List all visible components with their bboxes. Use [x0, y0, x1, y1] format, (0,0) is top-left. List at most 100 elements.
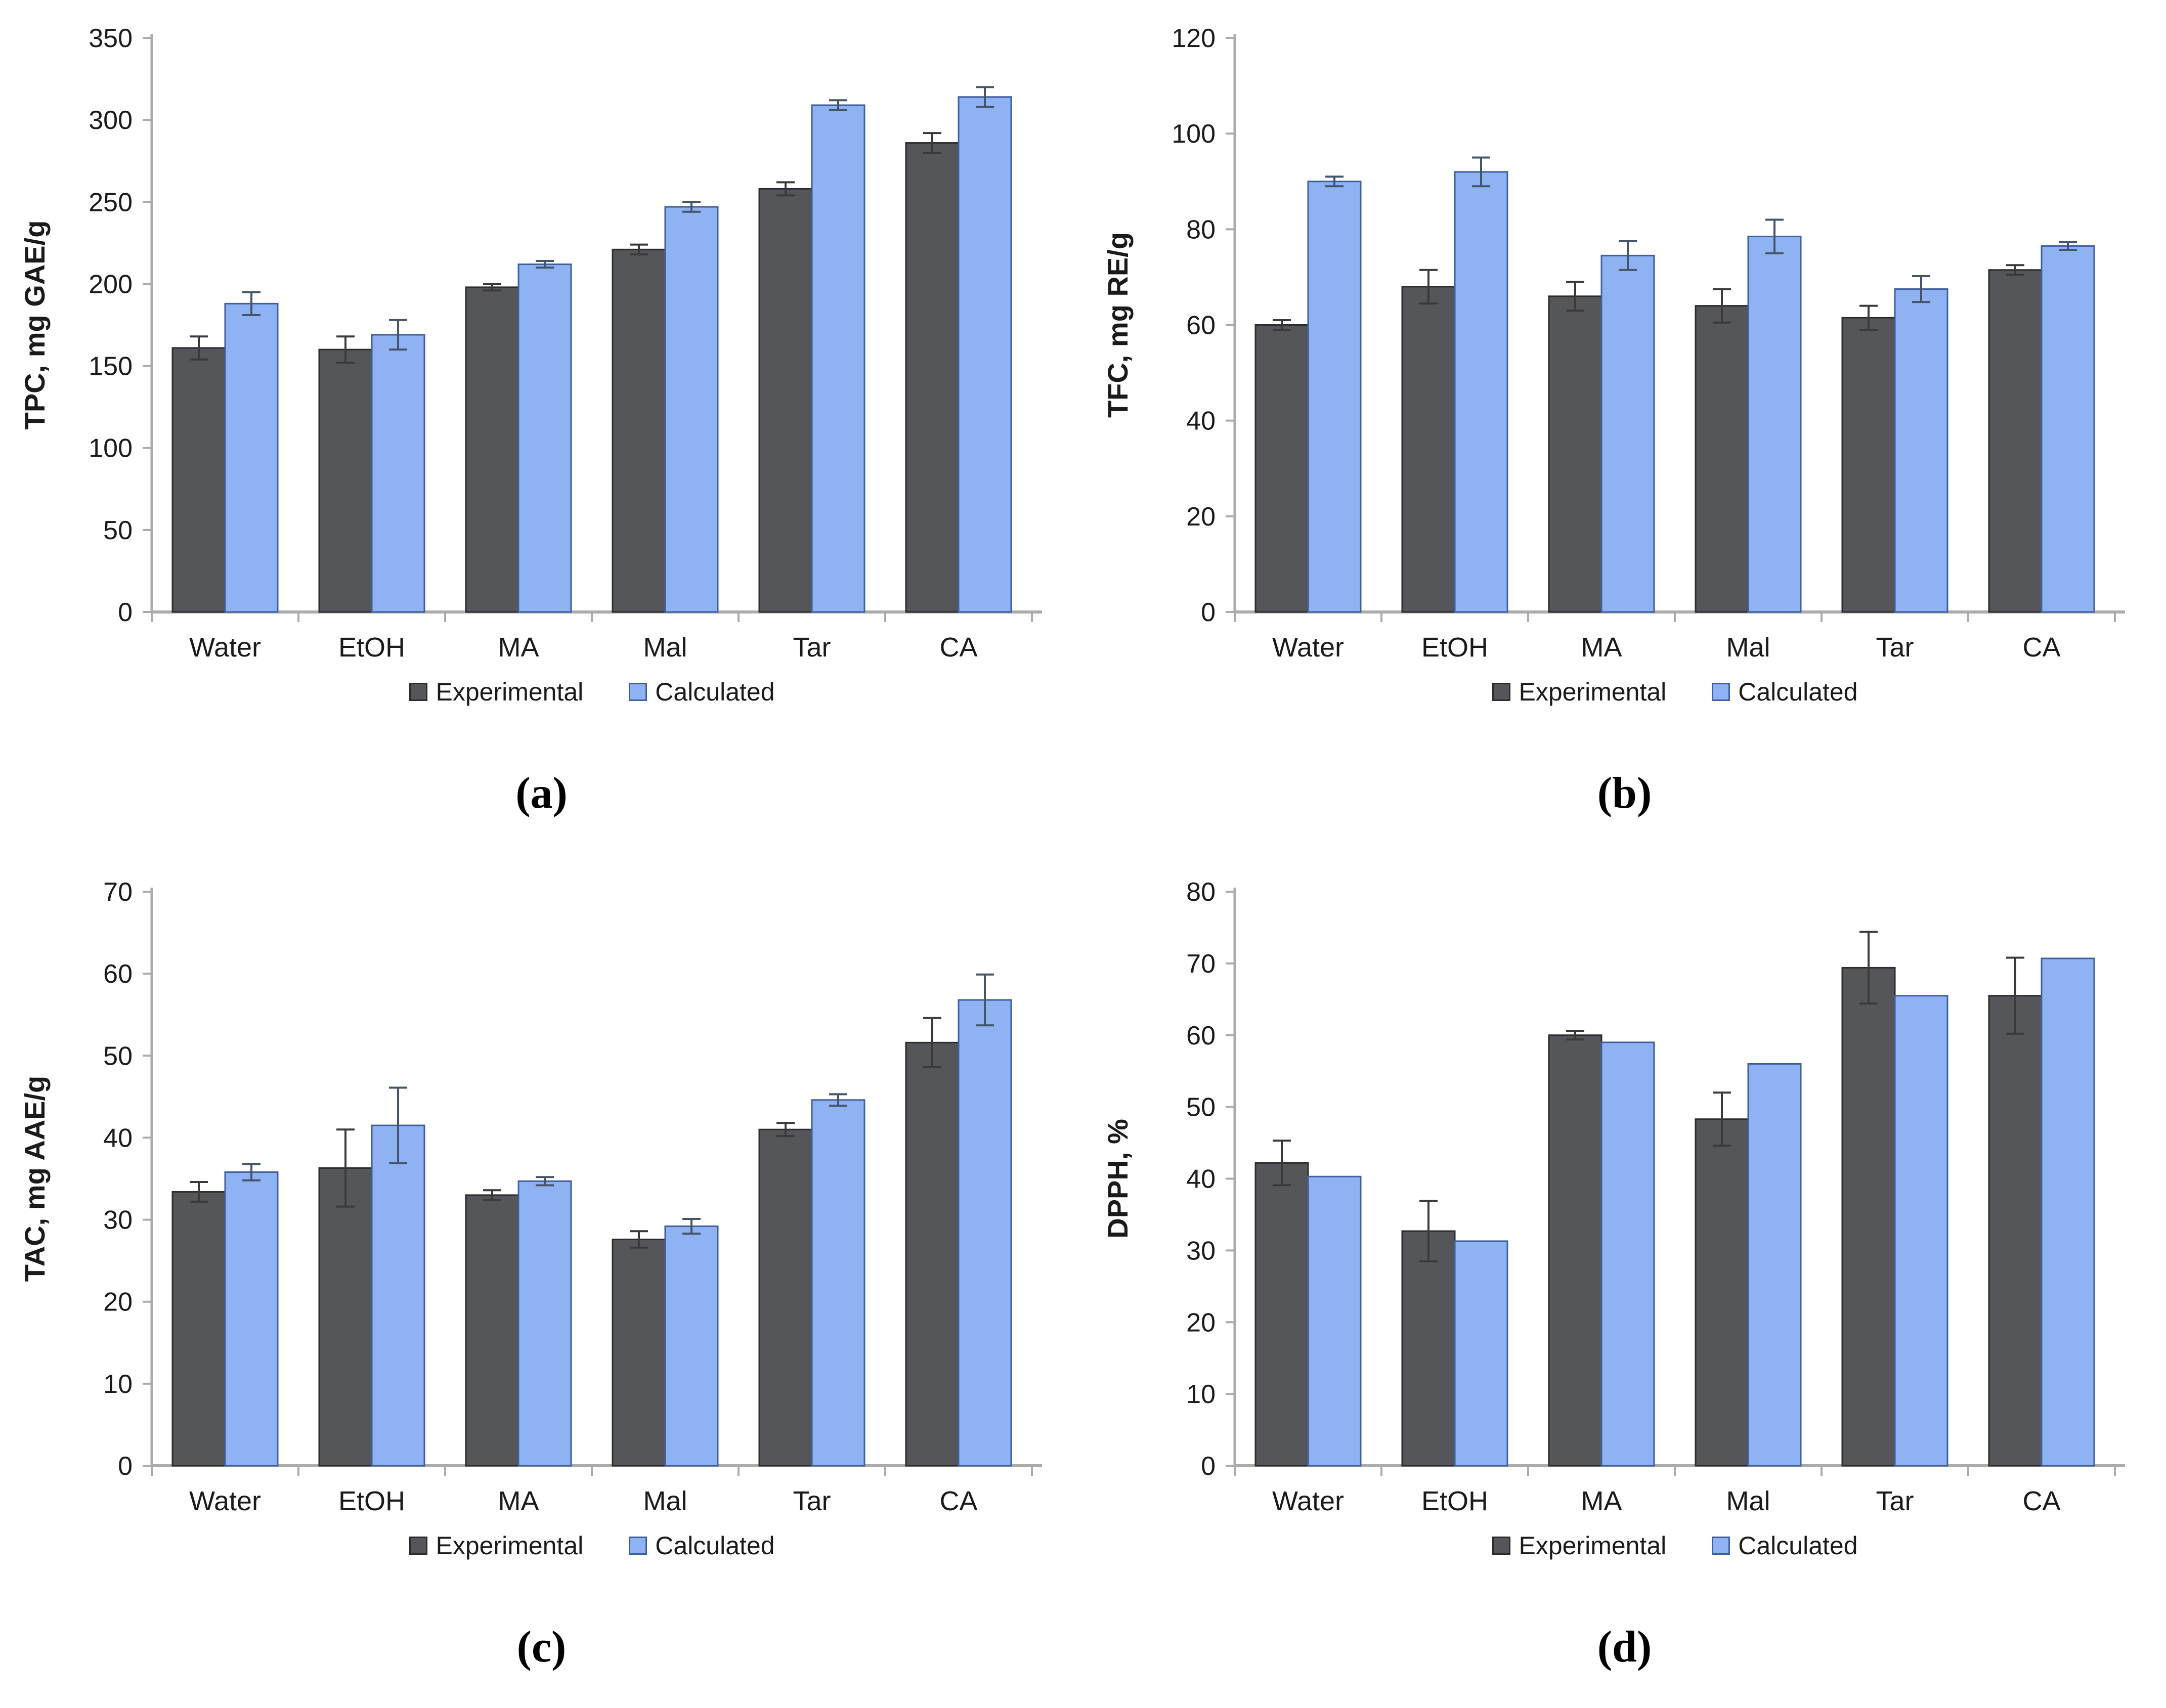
x-category-label: Water [189, 1486, 261, 1516]
experimental-swatch-icon [1492, 1537, 1511, 1555]
error-bar [190, 1180, 208, 1203]
error-bar [923, 132, 941, 154]
x-category-label: MA [498, 632, 539, 663]
y-axis-title: TAC, mg AAE/g [19, 1076, 51, 1282]
bar-calculated-CA [958, 999, 1012, 1467]
error-bar [2006, 264, 2024, 276]
legend-item-calculated: Calculated [1712, 677, 1858, 707]
bar-chart-tpc: 0 50 100 150 200 250 300 350 TPC, mg GAE/g Water E… [19, 24, 1042, 663]
bar-calculated-MA [1600, 1041, 1655, 1467]
legend-label-calculated: Calculated [1738, 678, 1858, 706]
bar-experimental-MA [465, 1194, 519, 1467]
bar-experimental-EtOH [1401, 1230, 1456, 1467]
error-bar [389, 319, 407, 351]
bar-calculated-Water [1307, 181, 1362, 613]
bar-calculated-CA [2041, 957, 2095, 1467]
x-category-label: MA [498, 1486, 539, 1516]
error-bar [1273, 1140, 1291, 1187]
y-tick-label: 150 [89, 352, 133, 381]
legend-label-calculated: Calculated [655, 1531, 775, 1560]
panel-letter-a: (a) [515, 769, 568, 818]
legend-item-experimental: Experimental [409, 677, 583, 707]
chart-panel-a: 0 50 100 150 200 250 300 350 TPC, mg GAE/g Water E… [0, 0, 1083, 854]
x-category-label: Water [189, 632, 261, 663]
bar-experimental-Mal [1695, 305, 1749, 613]
bar-calculated-Water [224, 1171, 279, 1467]
y-axis: 0 20 40 60 80 100 120 [1172, 24, 1236, 627]
error-bar [976, 973, 994, 1027]
x-axis [151, 610, 1042, 622]
bar-calculated-Mal [1747, 236, 1802, 613]
legend: Experimental Calculated [0, 1529, 1083, 1562]
legend-label-experimental: Experimental [436, 678, 584, 706]
y-axis: 0 10 20 30 40 50 60 70 80 [1186, 878, 1236, 1481]
x-category-label: MA [1581, 1486, 1622, 1516]
error-bar [1859, 304, 1878, 331]
error-bar [1566, 1030, 1584, 1041]
x-category-label: Tar [1876, 632, 1914, 663]
error-bar [242, 1163, 261, 1181]
error-bar [630, 243, 648, 256]
bar-experimental-Tar [1841, 317, 1896, 613]
legend-label-experimental: Experimental [436, 1531, 584, 1560]
error-bar [1419, 269, 1438, 304]
y-tick-label: 60 [103, 959, 133, 989]
x-category-label: Mal [643, 632, 687, 663]
panel-letter-b: (b) [1597, 769, 1652, 818]
y-tick-label: 70 [1186, 949, 1216, 979]
x-category-label: EtOH [1421, 1486, 1488, 1516]
bar-experimental-Mal [1695, 1118, 1749, 1467]
error-bar [536, 1176, 554, 1187]
error-bar [483, 283, 501, 292]
y-axis-title: TPC, mg GAE/g [19, 221, 51, 430]
calculated-swatch-icon [1712, 683, 1730, 701]
error-bar [336, 1128, 355, 1208]
error-bar [1713, 288, 1731, 324]
bar-experimental-Tar [1841, 967, 1896, 1467]
bar-chart-tfc: 0 20 40 60 80 100 120 TFC, mg RE/g Water EtOH MA Ma… [1102, 24, 2125, 663]
y-tick-label: 40 [1186, 407, 1216, 436]
y-axis: 0 50 100 150 200 250 300 350 [89, 24, 153, 627]
y-tick-label: 80 [1186, 878, 1216, 907]
legend-item-calculated: Calculated [629, 677, 775, 707]
legend-item-calculated: Calculated [1712, 1531, 1858, 1560]
bar-chart-tac: 0 10 20 30 40 50 60 70 TAC, mg AAE/g Water EtOH MA M… [19, 878, 1042, 1516]
bar-experimental-Tar [758, 1128, 813, 1467]
bar-experimental-EtOH [318, 348, 373, 613]
x-category-label: EtOH [1421, 632, 1488, 663]
x-category-label: CA [2022, 1486, 2060, 1516]
y-tick-label: 300 [89, 106, 133, 135]
bar-experimental-CA [905, 142, 960, 613]
bar-experimental-CA [1988, 995, 2043, 1467]
bar-calculated-EtOH [371, 1124, 425, 1467]
y-tick-label: 50 [1186, 1093, 1216, 1122]
error-bar [1859, 931, 1878, 1005]
bar-calculated-Tar [1894, 288, 1948, 613]
calculated-swatch-icon [629, 683, 647, 701]
bar-experimental-MA [1548, 295, 1602, 613]
x-category-label: MA [1581, 632, 1622, 663]
error-bar [682, 1217, 701, 1235]
bar-experimental-Water [171, 1191, 226, 1467]
error-bar [923, 1017, 941, 1068]
legend-label-experimental: Experimental [1519, 678, 1667, 706]
error-bar [1619, 240, 1637, 271]
error-bar [1566, 281, 1584, 312]
y-tick-label: 350 [89, 24, 133, 53]
error-bar [1472, 156, 1490, 188]
x-category-label: CA [939, 632, 977, 663]
legend-label-experimental: Experimental [1519, 1531, 1667, 1560]
panel-letter-c: (c) [516, 1623, 567, 1672]
y-tick-label: 0 [1201, 1452, 1216, 1481]
x-category-label: CA [2022, 632, 2060, 663]
error-bar [1273, 319, 1291, 331]
y-tick-label: 250 [89, 188, 133, 217]
bar-calculated-CA [2041, 245, 2095, 613]
y-axis-title: DPPH, % [1102, 1119, 1134, 1239]
x-axis [151, 1464, 1042, 1476]
y-tick-label: 120 [1172, 24, 1216, 53]
experimental-swatch-icon [409, 683, 428, 701]
error-bar [630, 1230, 648, 1249]
bar-experimental-Water [171, 347, 226, 613]
